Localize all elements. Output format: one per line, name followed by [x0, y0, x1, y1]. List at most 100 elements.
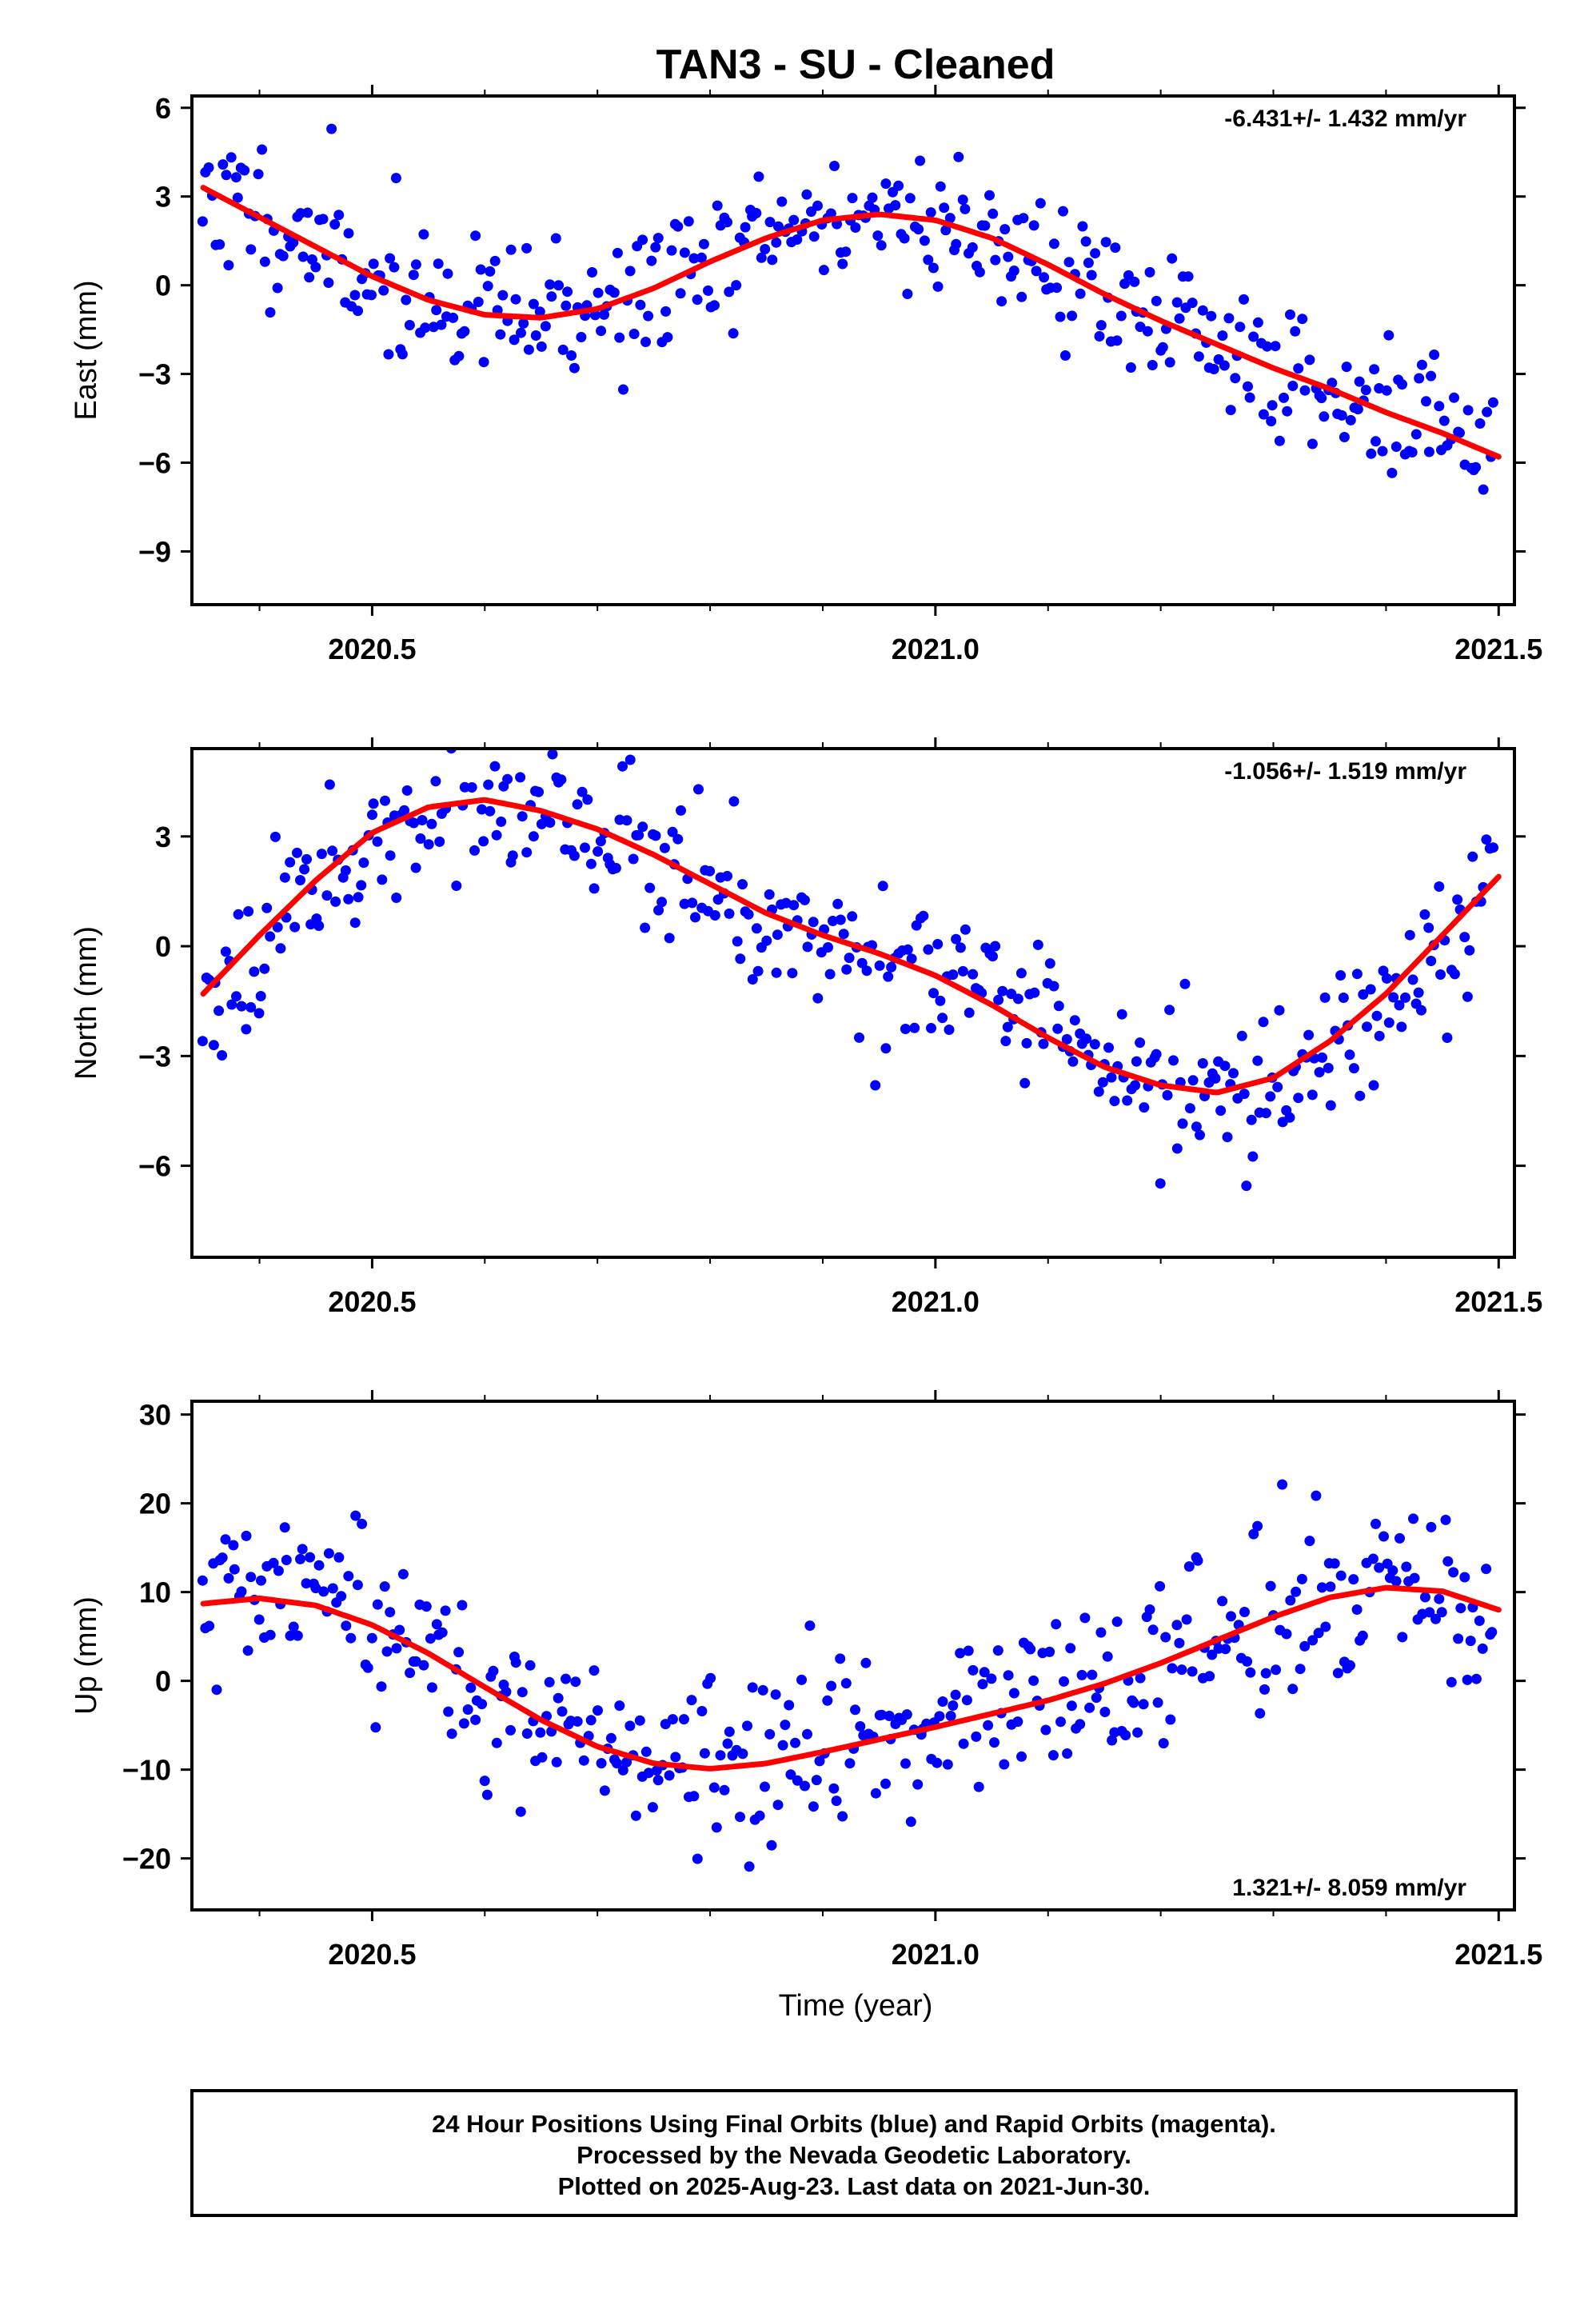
- data-point: [572, 1716, 583, 1727]
- data-point: [624, 266, 636, 277]
- data-point: [937, 1696, 948, 1707]
- data-point: [1265, 1580, 1276, 1592]
- y-tick-label: −20: [122, 1843, 171, 1876]
- data-point: [458, 1718, 469, 1729]
- data-point: [705, 1672, 716, 1684]
- data-point: [431, 1619, 442, 1630]
- data-point: [1371, 1010, 1383, 1021]
- x-tick-label: 2021.5: [1454, 1285, 1542, 1318]
- data-point: [318, 1586, 329, 1597]
- data-point: [880, 1778, 891, 1789]
- data-point: [624, 1720, 636, 1732]
- data-point: [799, 894, 810, 905]
- data-point: [397, 1568, 409, 1580]
- data-point: [612, 247, 623, 258]
- data-point: [1109, 1096, 1120, 1107]
- data-point: [279, 1522, 290, 1533]
- data-point: [635, 299, 646, 310]
- data-point: [1047, 1750, 1059, 1761]
- data-point: [357, 1518, 368, 1529]
- data-point: [253, 1614, 265, 1625]
- y-tick-label: −6: [138, 447, 171, 480]
- data-point: [818, 265, 829, 276]
- data-point: [214, 239, 225, 250]
- data-point: [610, 862, 621, 873]
- y-tick-label: −10: [122, 1754, 171, 1787]
- x-tick-label: 2020.5: [328, 1285, 416, 1318]
- data-point: [605, 1732, 616, 1744]
- data-point: [1029, 987, 1040, 998]
- data-point: [362, 1662, 373, 1673]
- data-point: [440, 1605, 451, 1616]
- data-point: [1219, 1061, 1231, 1072]
- data-point: [872, 230, 884, 242]
- data-point: [547, 749, 558, 760]
- data-point: [988, 208, 999, 219]
- data-point: [621, 1756, 632, 1768]
- data-point: [482, 281, 493, 292]
- data-point: [1455, 1603, 1466, 1614]
- data-point: [829, 161, 840, 171]
- data-point: [692, 294, 703, 306]
- data-point: [1348, 1063, 1359, 1074]
- data-point: [220, 946, 231, 957]
- data-point: [788, 900, 800, 911]
- data-point: [518, 318, 529, 329]
- data-point: [644, 882, 656, 893]
- data-point: [712, 200, 723, 211]
- rate-label: 1.321+/- 8.059 mm/yr: [1232, 1875, 1466, 1901]
- data-point: [974, 266, 985, 278]
- data-point: [259, 963, 270, 974]
- data-point: [621, 815, 632, 826]
- data-point: [399, 805, 410, 816]
- data-point: [1171, 297, 1183, 308]
- data-point: [696, 252, 707, 263]
- data-point: [437, 1627, 448, 1638]
- data-point: [220, 1534, 231, 1545]
- data-point: [525, 1660, 536, 1671]
- data-point: [1274, 435, 1285, 446]
- data-point: [1260, 1668, 1271, 1679]
- data-point: [1307, 1635, 1319, 1646]
- data-point: [217, 1552, 228, 1564]
- data-point: [580, 842, 590, 853]
- data-point: [614, 1700, 625, 1712]
- data-point: [1239, 1089, 1250, 1100]
- data-point: [226, 999, 237, 1010]
- data-point: [1265, 1091, 1276, 1102]
- data-point: [515, 772, 526, 783]
- data-point: [404, 320, 415, 330]
- data-point: [751, 208, 762, 218]
- data-point: [808, 917, 819, 928]
- data-point: [950, 1689, 961, 1700]
- data-point: [489, 255, 501, 266]
- data-point: [722, 217, 732, 228]
- data-point: [1381, 973, 1392, 984]
- data-point: [1369, 364, 1380, 375]
- data-point: [1012, 993, 1023, 1005]
- data-point: [473, 297, 484, 307]
- data-point: [589, 1665, 600, 1676]
- data-point: [265, 1629, 276, 1640]
- data-point: [1130, 1080, 1141, 1091]
- data-point: [643, 1768, 654, 1779]
- data-point: [1400, 992, 1410, 1003]
- data-point: [1446, 1676, 1457, 1688]
- data-point: [1297, 314, 1308, 325]
- data-point: [643, 310, 654, 322]
- data-point: [980, 220, 991, 231]
- data-point: [1144, 1604, 1155, 1615]
- data-point: [637, 821, 648, 833]
- data-point: [481, 1789, 493, 1800]
- data-point: [1053, 1001, 1064, 1012]
- data-point: [1408, 1513, 1418, 1524]
- data-point: [405, 1668, 416, 1679]
- data-point: [299, 864, 310, 875]
- data-point: [776, 196, 788, 207]
- data-point: [1247, 1151, 1259, 1162]
- data-point: [1488, 842, 1498, 853]
- data-point: [255, 991, 266, 1001]
- data-point: [1032, 939, 1043, 950]
- data-point: [855, 1721, 866, 1732]
- data-point: [1442, 1033, 1453, 1043]
